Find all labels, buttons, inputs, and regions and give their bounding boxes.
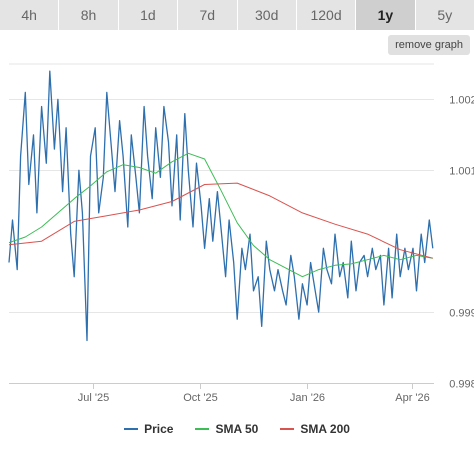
tab-8h[interactable]: 8h: [59, 0, 118, 30]
y-tick-label: 1.001: [449, 166, 474, 178]
remove-graph-button[interactable]: remove graph: [388, 35, 470, 55]
x-axis-ticks: Jul '25 Oct '25 Jan '26 Apr '26: [78, 383, 430, 404]
tab-4h[interactable]: 4h: [0, 0, 59, 30]
legend-item-price[interactable]: Price: [124, 422, 173, 436]
x-tick-label: Jan '26: [290, 392, 325, 404]
y-tick-label: 0.999: [449, 308, 474, 320]
legend-swatch: [280, 428, 295, 430]
timeframe-tabs: 4h 8h 1d 7d 30d 120d 1y 5y: [0, 0, 474, 30]
x-tick-label: Jul '25: [78, 392, 109, 404]
legend-swatch: [124, 428, 139, 430]
y-tick-label: 1.002: [449, 95, 474, 107]
series-lines: [8, 70, 434, 342]
legend-label: SMA 50: [215, 422, 259, 436]
tab-120d[interactable]: 120d: [296, 0, 356, 30]
chart-legend: Price SMA 50 SMA 200: [0, 419, 474, 439]
y-tick-label: 0.998: [449, 379, 474, 391]
y-axis-ticks: 0.998 0.999 1.001 1.002: [449, 95, 474, 391]
sma-50-line: [8, 152, 433, 278]
price-chart: 0.998 0.999 1.001 1.002 Jul '25 Oct '25 Jan '…: [8, 63, 474, 404]
legend-label: SMA 200: [300, 422, 350, 436]
sma-200-line: [8, 182, 433, 259]
legend-item-sma-50[interactable]: SMA 50: [195, 422, 258, 436]
tab-5y[interactable]: 5y: [415, 0, 474, 30]
tab-1d[interactable]: 1d: [118, 0, 178, 30]
price-line: [8, 70, 434, 342]
grid-lines: [9, 63, 434, 384]
legend-swatch: [195, 428, 210, 430]
tab-7d[interactable]: 7d: [178, 0, 237, 30]
legend-item-sma-200[interactable]: SMA 200: [280, 422, 350, 436]
legend-label: Price: [144, 422, 174, 436]
x-tick-label: Apr '26: [395, 392, 430, 404]
tab-30d[interactable]: 30d: [237, 0, 296, 30]
tab-1y[interactable]: 1y: [356, 0, 415, 30]
x-tick-label: Oct '25: [183, 392, 218, 404]
